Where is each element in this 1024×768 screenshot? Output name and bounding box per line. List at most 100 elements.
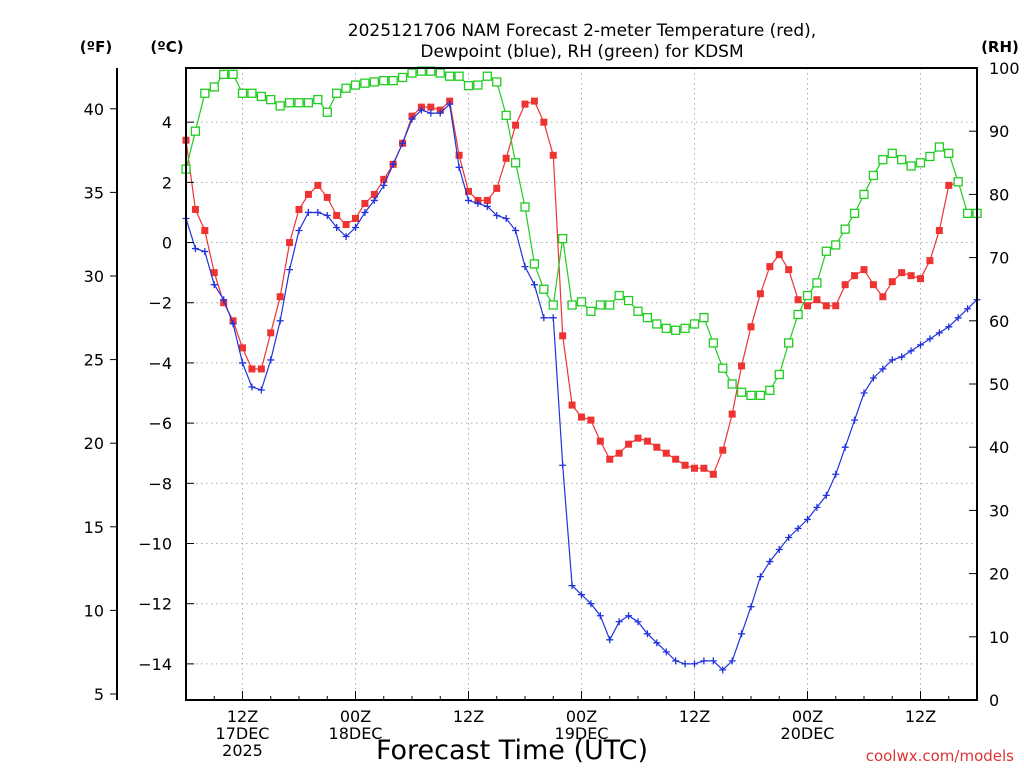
rh-point xyxy=(595,300,605,310)
dewpoint-point xyxy=(201,248,209,256)
rh-point xyxy=(200,88,210,98)
temperature-point xyxy=(888,278,896,286)
dewpoint-point xyxy=(869,374,877,382)
rh-tick-label: 20 xyxy=(989,565,1009,584)
temperature-point xyxy=(851,272,859,280)
dewpoint-point xyxy=(728,657,736,665)
dewpoint-point xyxy=(370,196,378,204)
temperature-point xyxy=(352,214,359,222)
time-tick-label: 12Z xyxy=(679,707,710,726)
rh-point xyxy=(256,91,266,102)
rh-point xyxy=(831,240,841,250)
celsius-tick-label: 2 xyxy=(162,173,172,192)
dewpoint-point xyxy=(841,443,849,451)
temperature-point xyxy=(813,296,821,304)
rh-point xyxy=(360,78,370,88)
dewpoint-point xyxy=(851,416,859,424)
rh-tick-label: 100 xyxy=(989,59,1020,78)
temperature-point xyxy=(465,187,472,195)
temperature-point xyxy=(257,365,265,373)
temperature-point xyxy=(926,257,934,265)
dewpoint-point xyxy=(210,281,218,289)
rh-point xyxy=(473,80,483,90)
dewpoint-point xyxy=(314,208,322,216)
temperature-point xyxy=(587,416,595,424)
dewpoint-point xyxy=(455,163,463,171)
rh-point xyxy=(906,161,916,171)
dewpoint-point xyxy=(323,211,331,219)
rh-point xyxy=(322,107,332,117)
dewpoint-point xyxy=(578,591,585,599)
temperature-point xyxy=(191,205,199,213)
rh-point xyxy=(821,246,831,256)
temperature-point xyxy=(455,151,463,159)
temperature-point xyxy=(935,227,943,235)
rh-point xyxy=(897,154,907,165)
temperature-point xyxy=(540,118,548,126)
dewpoint-point xyxy=(662,648,670,656)
rh-point xyxy=(275,101,285,111)
temperature-point xyxy=(775,251,783,259)
temperature-point xyxy=(521,100,529,108)
fahrenheit-tick-label: 25 xyxy=(84,351,104,370)
dewpoint-point xyxy=(907,347,915,355)
rh-point xyxy=(209,82,219,92)
time-tick-label: 12Z xyxy=(453,707,484,726)
celsius-tick-label: −10 xyxy=(138,535,172,554)
rh-tick-label: 70 xyxy=(989,249,1009,268)
fahrenheit-tick-label: 15 xyxy=(84,518,104,537)
temperature-point xyxy=(869,281,877,289)
dewpoint-point xyxy=(286,266,294,274)
time-tick-label: 00Z xyxy=(340,707,371,726)
dewpoint-point xyxy=(521,263,529,271)
rh-point xyxy=(463,81,474,91)
dewpoint-point xyxy=(813,503,821,511)
temperature-point xyxy=(756,290,764,298)
rh-point xyxy=(435,68,445,78)
temperature-point xyxy=(295,205,303,213)
rh-point xyxy=(284,98,295,108)
temperature-point xyxy=(559,332,567,340)
axes-layer: 420−2−4−6−8−10−12−1440353025201510510090… xyxy=(84,59,1020,760)
temperature-point xyxy=(333,211,341,219)
dewpoint-point xyxy=(738,630,746,638)
temperature-point xyxy=(276,293,284,301)
temperature-point xyxy=(794,296,802,304)
rh-point xyxy=(868,170,879,181)
dewpoint-point xyxy=(794,524,802,532)
dewpoint-point xyxy=(342,233,350,241)
rh-point xyxy=(887,148,897,158)
celsius-tick-label: 0 xyxy=(162,234,172,253)
dewpoint-point xyxy=(502,214,510,222)
temperature-point xyxy=(832,302,840,310)
rh-tick-label: 40 xyxy=(989,438,1009,457)
rh-point xyxy=(539,284,549,294)
fahrenheit-tick-label: 35 xyxy=(84,183,104,202)
dewpoint-point xyxy=(964,305,972,313)
dewpoint-point xyxy=(530,281,538,289)
rh-point xyxy=(859,189,869,200)
dewpoint-point xyxy=(625,612,633,620)
fahrenheit-tick-label: 20 xyxy=(84,434,104,453)
dewpoint-point xyxy=(295,227,303,235)
dewpoint-point xyxy=(935,329,943,337)
rh-point xyxy=(746,390,756,401)
rh-point xyxy=(558,233,568,244)
rh-point xyxy=(765,385,775,395)
dewpoint-point xyxy=(352,224,359,232)
temperature-point xyxy=(615,449,623,457)
rh-point xyxy=(407,68,417,78)
dewpoint-point xyxy=(917,341,924,349)
rh-point xyxy=(520,202,530,212)
temperature-point xyxy=(719,446,727,454)
dewpoint-point xyxy=(257,386,265,394)
rh-point xyxy=(699,312,709,323)
dewpoint-point xyxy=(427,109,435,117)
rh-point xyxy=(736,387,747,397)
rh-point xyxy=(680,323,690,334)
rh-point xyxy=(313,94,323,105)
time-tick-label: 00Z xyxy=(792,707,823,726)
dewpoint-point xyxy=(606,636,614,644)
temperature-point xyxy=(201,227,209,235)
